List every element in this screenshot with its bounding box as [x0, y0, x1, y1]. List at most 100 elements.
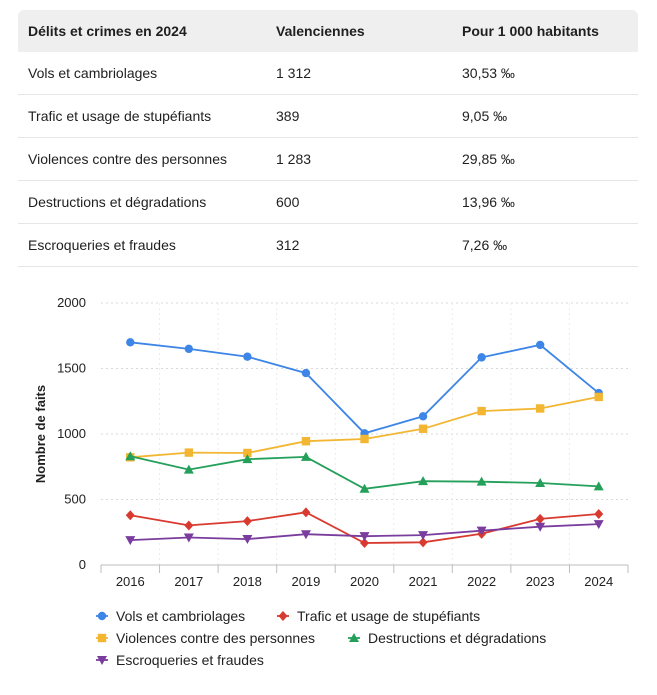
- data-point: [184, 448, 194, 457]
- x-tick-label: 2022: [467, 574, 496, 589]
- data-point: [535, 340, 545, 350]
- x-tick-label: 2024: [584, 574, 613, 589]
- x-tick-label: 2021: [409, 574, 438, 589]
- header-category: Délits et crimes en 2024: [18, 10, 266, 52]
- row-category: Trafic et usage de stupéfiants: [18, 94, 266, 138]
- row-rate: 29,85 ‰: [452, 137, 638, 181]
- data-point: [593, 481, 604, 491]
- data-point: [183, 533, 194, 543]
- table-row: Vols et cambriolages 1 312 30,53 ‰: [18, 52, 638, 95]
- legend-marker: [97, 611, 107, 621]
- x-tick-label: 2016: [116, 574, 145, 589]
- data-point: [184, 344, 194, 354]
- x-tick-label: 2020: [350, 574, 379, 589]
- legend-label: Trafic et usage de stupéfiants: [297, 608, 480, 624]
- row-rate: 13,96 ‰: [452, 180, 638, 224]
- line-chart: 0 500 1000 1500 2000 2016 2017 2018 2019 2020 2021…: [33, 295, 629, 668]
- data-point: [242, 516, 252, 527]
- series-5: [125, 520, 604, 546]
- y-axis-label: Nombre de faits: [33, 385, 48, 483]
- data-point: [301, 507, 311, 518]
- legend-item[interactable]: Vols et cambriolages: [96, 608, 245, 624]
- legend-marker: [278, 611, 288, 621]
- table-row: Escroqueries et fraudes 312 7,26 ‰: [18, 223, 638, 267]
- data-point: [594, 509, 604, 520]
- data-point: [360, 434, 369, 444]
- data-point: [300, 530, 311, 540]
- legend-marker: [97, 656, 107, 665]
- data-point: [418, 476, 429, 486]
- x-tick-label: 2017: [174, 574, 203, 589]
- x-tick-label: 2018: [233, 574, 262, 589]
- series-3: [126, 392, 603, 462]
- data-point: [126, 338, 135, 347]
- row-category: Destructions et dégradations: [18, 180, 266, 224]
- series-2: [125, 507, 604, 548]
- data-point: [183, 464, 194, 474]
- data-point: [242, 454, 253, 464]
- row-count: 1 312: [266, 52, 452, 95]
- data-point: [476, 526, 487, 536]
- data-point: [125, 510, 135, 521]
- table-header-row: Délits et crimes en 2024 Valenciennes Po…: [18, 10, 638, 52]
- crime-table: Délits et crimes en 2024 Valenciennes Po…: [18, 10, 638, 267]
- table-row: Violences contre des personnes 1 283 29,…: [18, 137, 638, 181]
- table-row: Trafic et usage de stupéfiants 389 9,05 …: [18, 94, 638, 138]
- row-count: 312: [266, 223, 452, 267]
- row-count: 600: [266, 180, 452, 224]
- data-point: [359, 532, 370, 542]
- series-1: [126, 338, 603, 438]
- row-category: Escroqueries et fraudes: [18, 223, 266, 267]
- legend-marker: [97, 633, 107, 643]
- data-point: [418, 424, 428, 433]
- data-point: [243, 352, 252, 361]
- data-point: [242, 535, 253, 545]
- series-line: [130, 341, 600, 435]
- row-count: 1 283: [266, 137, 452, 181]
- header-city: Valenciennes: [266, 10, 452, 52]
- data-point: [535, 513, 545, 524]
- data-point: [359, 483, 370, 493]
- row-rate: 30,53 ‰: [452, 52, 638, 95]
- data-point: [418, 537, 428, 548]
- data-point: [594, 392, 603, 402]
- row-category: Violences contre des personnes: [18, 137, 266, 181]
- row-category: Vols et cambriolages: [18, 52, 266, 95]
- data-point: [535, 477, 546, 487]
- legend-item[interactable]: Violences contre des personnes: [96, 630, 315, 646]
- legend-label: Destructions et dégradations: [368, 630, 546, 646]
- data-point: [593, 520, 604, 530]
- legend-marker: [349, 633, 359, 642]
- data-point: [360, 537, 369, 548]
- x-tick-label: 2019: [291, 574, 320, 589]
- data-point: [125, 536, 136, 546]
- row-count: 389: [266, 94, 452, 138]
- data-point: [301, 437, 311, 446]
- y-tick-label: 1500: [57, 361, 86, 376]
- series-4: [125, 451, 604, 493]
- data-point: [418, 412, 428, 421]
- table-row: Destructions et dégradations 600 13,96 ‰: [18, 180, 638, 224]
- data-point: [300, 451, 311, 461]
- data-point: [125, 451, 136, 461]
- row-rate: 9,05 ‰: [452, 94, 638, 138]
- legend-item[interactable]: Destructions et dégradations: [348, 630, 546, 646]
- legend-label: Vols et cambriolages: [116, 608, 245, 624]
- y-tick-label: 0: [79, 557, 86, 572]
- legend-item[interactable]: Escroqueries et fraudes: [96, 652, 264, 668]
- legend-label: Escroqueries et fraudes: [116, 652, 264, 668]
- legend-item[interactable]: Trafic et usage de stupéfiants: [277, 608, 480, 624]
- data-point: [184, 520, 194, 531]
- data-point: [476, 476, 487, 486]
- data-point: [535, 522, 546, 532]
- row-rate: 7,26 ‰: [452, 223, 638, 267]
- legend-label: Violences contre des personnes: [116, 630, 315, 646]
- series-line: [130, 396, 599, 459]
- header-rate: Pour 1 000 habitants: [452, 10, 638, 52]
- y-tick-label: 2000: [57, 295, 86, 310]
- data-point: [418, 531, 429, 541]
- data-point: [243, 448, 252, 458]
- data-point: [477, 353, 486, 362]
- data-point: [477, 406, 486, 416]
- y-tick-label: 1000: [57, 426, 86, 441]
